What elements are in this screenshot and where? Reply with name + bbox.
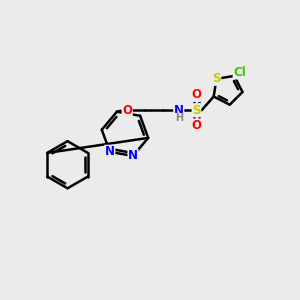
Text: S: S (192, 104, 201, 117)
Text: S: S (212, 72, 221, 85)
Text: H: H (175, 113, 183, 123)
Text: N: N (128, 149, 138, 162)
Text: O: O (191, 88, 201, 101)
Text: N: N (105, 146, 115, 158)
Text: Cl: Cl (233, 66, 246, 79)
Text: O: O (122, 104, 132, 117)
Text: N: N (174, 104, 184, 117)
Text: O: O (191, 119, 201, 132)
